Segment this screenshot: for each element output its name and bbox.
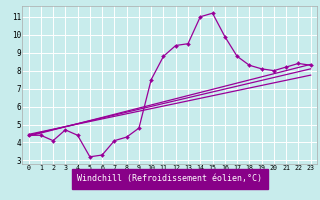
X-axis label: Windchill (Refroidissement éolien,°C): Windchill (Refroidissement éolien,°C): [77, 174, 262, 183]
